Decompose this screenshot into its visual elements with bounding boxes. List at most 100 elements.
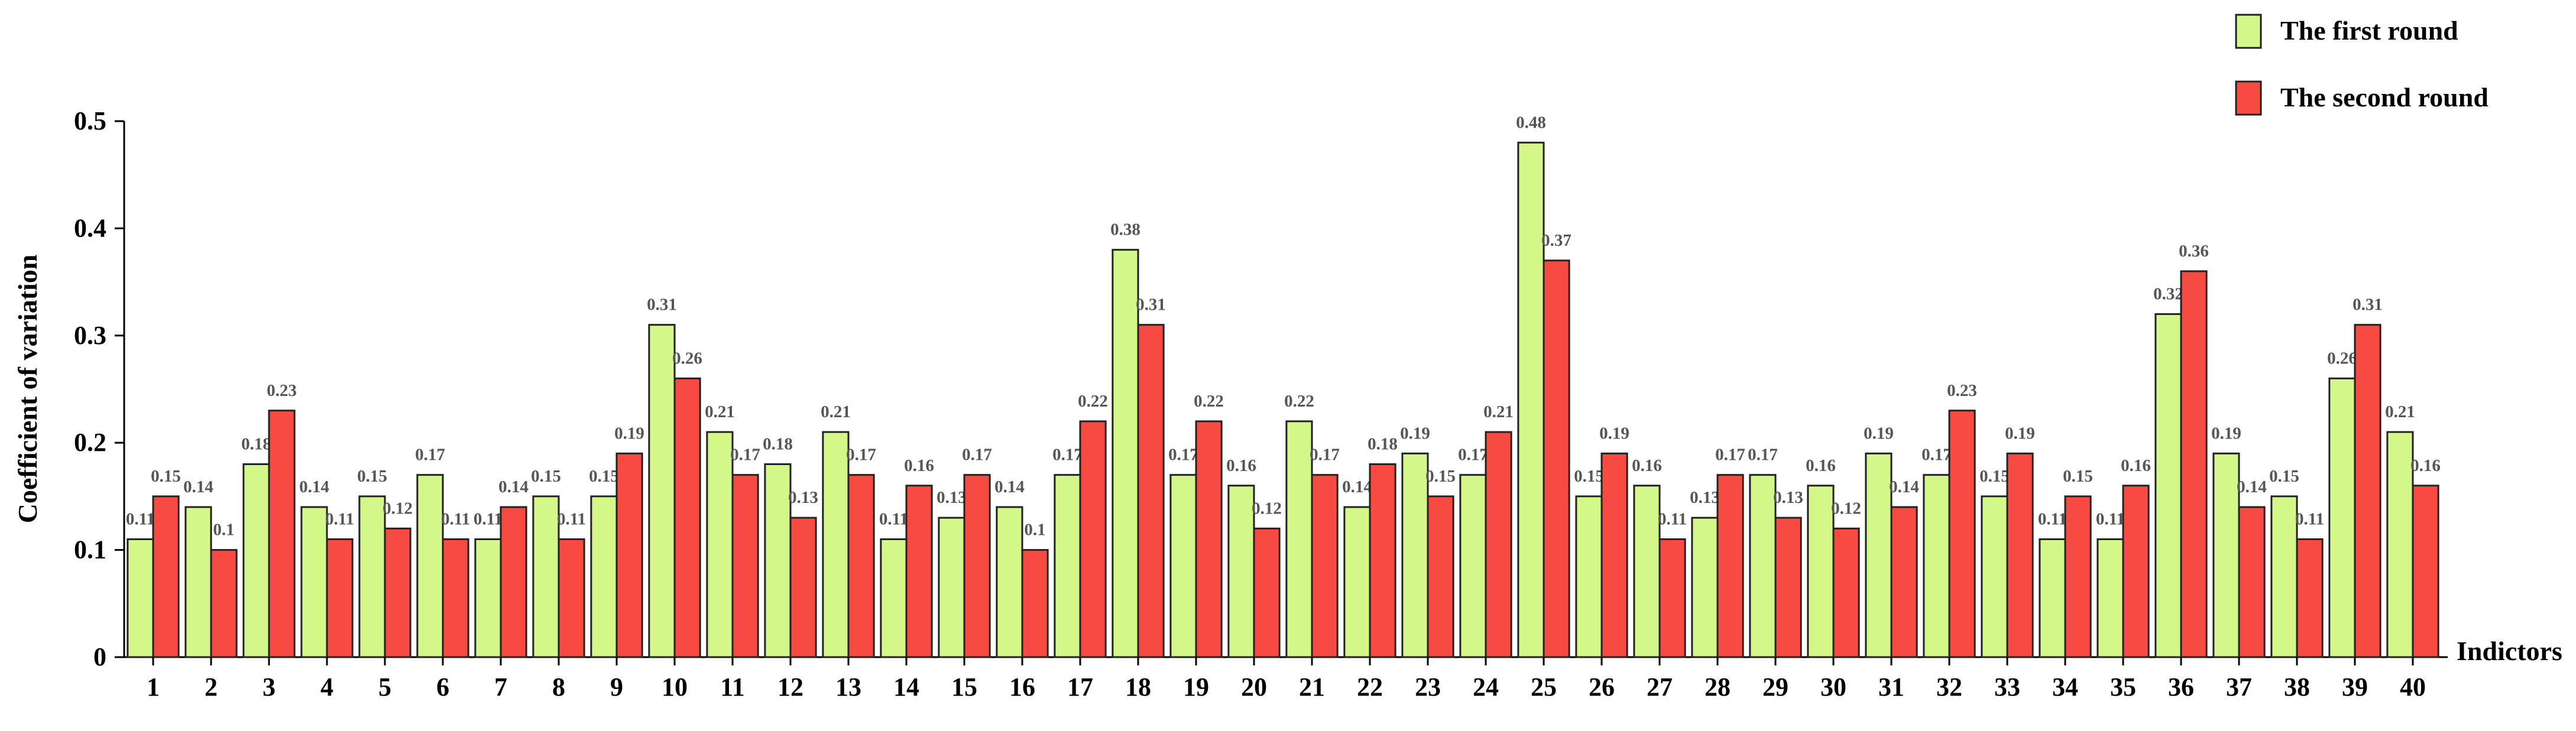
x-tick-label: 4 (320, 672, 333, 701)
bar-second-round-30 (1832, 527, 1860, 658)
data-label: 0.26 (672, 349, 702, 368)
data-label: 0.37 (1541, 231, 1571, 250)
bar-second-round-12 (789, 516, 817, 658)
data-label: 0.21 (705, 402, 735, 421)
data-label: 0.21 (821, 402, 851, 421)
legend-label-second-round: The second round (2280, 82, 2488, 112)
data-label: 0.19 (1599, 424, 1629, 443)
x-tick-label: 17 (1067, 672, 1093, 701)
bar-second-round-2 (210, 549, 238, 658)
x-tick-label: 23 (1415, 672, 1441, 701)
data-label: 0.14 (994, 477, 1025, 496)
data-label: 0.36 (2179, 242, 2209, 261)
bar-second-round-22 (1369, 463, 1396, 658)
bar-first-round-13 (822, 431, 850, 658)
data-label: 0.19 (2005, 424, 2035, 443)
x-tick-label: 38 (2284, 672, 2310, 701)
data-label: 0.11 (2038, 509, 2067, 528)
bar-first-round-6 (416, 474, 444, 658)
data-label: 0.16 (2121, 456, 2151, 475)
x-tick-label: 16 (1009, 672, 1035, 701)
bar-second-round-38 (2296, 538, 2324, 658)
bar-first-round-12 (764, 463, 792, 658)
x-tick-label: 34 (2052, 672, 2078, 701)
bar-first-round-8 (532, 495, 560, 658)
bar-second-round-34 (2064, 495, 2092, 658)
bar-first-round-39 (2328, 377, 2356, 658)
data-label: 0.18 (763, 434, 793, 453)
data-label: 0.21 (1483, 402, 1514, 421)
data-label: 0.19 (614, 424, 644, 443)
data-label: 0.16 (2410, 456, 2441, 475)
bar-first-round-27 (1633, 485, 1661, 658)
data-label: 0.11 (441, 509, 470, 528)
bar-second-round-15 (963, 474, 991, 658)
data-label: 0.15 (357, 467, 387, 486)
x-tick-label: 21 (1299, 672, 1325, 701)
x-tick-label: 26 (1589, 672, 1615, 701)
bar-second-round-17 (1079, 420, 1107, 658)
x-axis-title: Indictors (2457, 636, 2562, 666)
x-tick-label: 25 (1531, 672, 1557, 701)
x-tick-label: 33 (1994, 672, 2020, 701)
x-tick-label: 30 (1820, 672, 1846, 701)
data-label: 0.18 (1368, 434, 1398, 453)
bar-first-round-7 (474, 538, 502, 658)
bar-second-round-5 (384, 527, 411, 658)
bar-second-round-27 (1658, 538, 1686, 658)
bar-first-round-17 (1054, 474, 1081, 658)
x-tick-label: 39 (2342, 672, 2368, 701)
data-label: 0.23 (267, 381, 297, 400)
x-tick-label: 19 (1183, 672, 1209, 701)
data-label: 0.12 (383, 499, 413, 518)
data-label: 0.15 (531, 467, 561, 486)
bar-second-round-26 (1600, 452, 1628, 658)
x-tick-label: 1 (147, 672, 160, 701)
data-label: 0.26 (2327, 349, 2357, 368)
bar-second-round-3 (268, 410, 296, 658)
bar-first-round-22 (1343, 506, 1371, 658)
data-label: 0.17 (1458, 446, 1488, 464)
data-label: 0.17 (962, 446, 992, 464)
bar-first-round-35 (2097, 538, 2124, 658)
data-label: 0.13 (1690, 488, 1720, 507)
x-tick-label: 20 (1241, 672, 1267, 701)
data-label: 0.17 (1922, 446, 1952, 464)
data-label: 0.14 (1889, 477, 1919, 496)
data-label: 0.32 (2153, 285, 2183, 304)
data-label: 0.17 (846, 446, 876, 464)
data-label: 0.38 (1110, 220, 1140, 239)
x-tick-label: 37 (2226, 672, 2252, 701)
x-tick-label: 2 (205, 672, 218, 701)
data-label: 0.11 (879, 509, 908, 528)
data-label: 0.17 (730, 446, 760, 464)
bar-first-round-31 (1865, 452, 1893, 658)
x-tick-label: 8 (552, 672, 565, 701)
data-label: 0.11 (2295, 509, 2324, 528)
bar-second-round-36 (2180, 270, 2208, 658)
bar-second-round-24 (1485, 431, 1512, 658)
x-tick-label: 12 (777, 672, 803, 701)
bar-second-round-25 (1543, 259, 1570, 658)
legend-item-first-round[interactable]: The first round (2235, 14, 2458, 49)
data-label: 0.13 (788, 488, 818, 507)
data-label: 0.1 (213, 521, 234, 540)
bar-first-round-36 (2154, 313, 2182, 658)
data-label: 0.15 (2063, 467, 2093, 486)
bar-second-round-18 (1137, 324, 1165, 658)
x-tick-label: 40 (2400, 672, 2426, 701)
x-tick-label: 11 (720, 672, 745, 701)
bar-first-round-29 (1749, 474, 1777, 658)
data-label: 0.14 (299, 477, 329, 496)
data-label: 0.31 (647, 295, 677, 314)
y-tick-label: 0.2 (74, 428, 106, 457)
bar-first-round-33 (1981, 495, 2008, 658)
x-tick-label: 36 (2168, 672, 2194, 701)
bar-first-round-38 (2270, 495, 2298, 658)
x-tick-label: 5 (378, 672, 391, 701)
bar-first-round-23 (1401, 452, 1429, 658)
data-label: 0.15 (589, 467, 619, 486)
legend-item-second-round[interactable]: The second round (2235, 80, 2488, 116)
x-tick-label: 14 (893, 672, 919, 701)
